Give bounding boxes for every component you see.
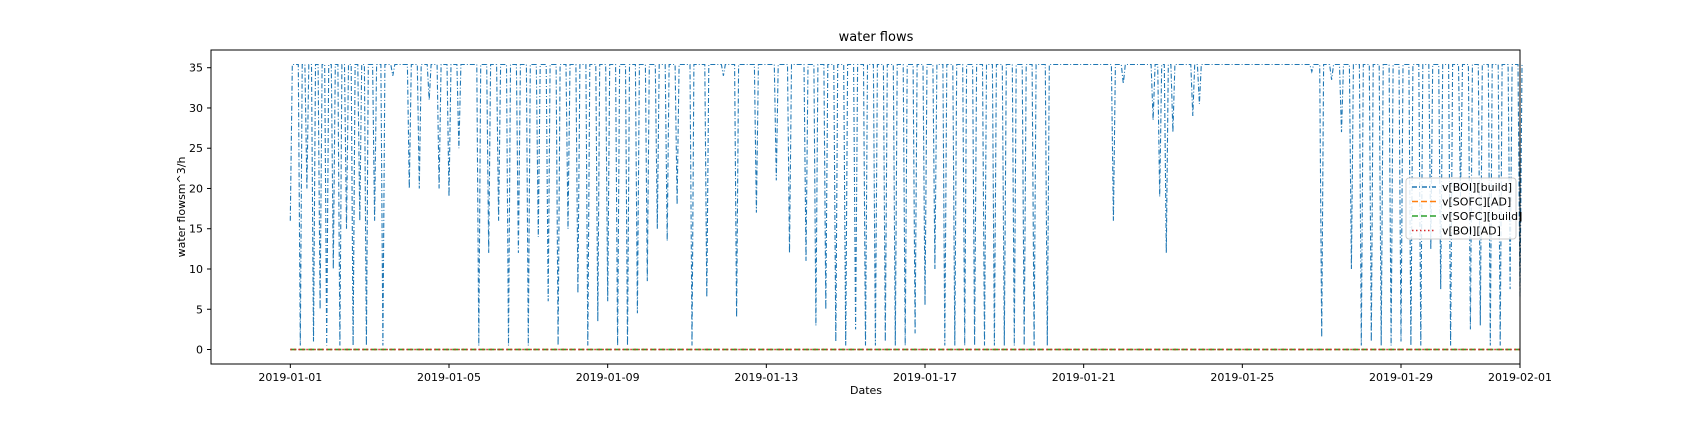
chart-title: water flows [839,30,914,45]
y-tick-label: 10 [189,263,203,276]
legend-entry: v[BOI][AD] [1442,225,1501,238]
y-tick-label: 35 [189,62,203,75]
x-tick-label: 2019-01-13 [734,371,798,384]
x-tick-label: 2019-01-25 [1210,371,1274,384]
y-tick-label: 15 [189,223,203,236]
legend-entry: v[SOFC][build] [1442,210,1522,223]
legend-box [1405,177,1517,240]
y-tick-label: 25 [189,142,203,155]
x-axis-label: Dates [850,384,882,397]
x-tick-label: 2019-01-09 [576,371,640,384]
y-axis-ticks: 0 5 10 15 20 25 30 35 [189,62,211,357]
x-tick-label: 2019-01-21 [1052,371,1116,384]
y-tick-label: 20 [189,182,203,195]
series-line [289,63,1523,346]
x-tick-label: 2019-01-29 [1369,371,1433,384]
x-tick-label: 2019-01-05 [417,371,481,384]
y-tick-label: 0 [196,344,203,357]
legend: v[BOI][build] v[SOFC][AD]v[SOFC][build] v[… [1405,177,1522,240]
y-axis-label: water flowsm^3/h [175,157,188,258]
x-axis-ticks: 2019-01-01 2019-01-05 2019-01-09 2019-01-13… [258,364,1552,384]
legend-entry: v[BOI][build] [1442,181,1512,194]
x-tick-label: 2019-02-01 [1488,371,1552,384]
plot-lines [289,63,1523,351]
y-tick-label: 30 [189,102,203,115]
x-tick-label: 2019-01-01 [258,371,322,384]
x-tick-label: 2019-01-17 [893,371,957,384]
y-tick-label: 5 [196,303,203,316]
plot-frame [210,49,1521,365]
legend-entry: v[SOFC][AD] [1442,196,1511,209]
